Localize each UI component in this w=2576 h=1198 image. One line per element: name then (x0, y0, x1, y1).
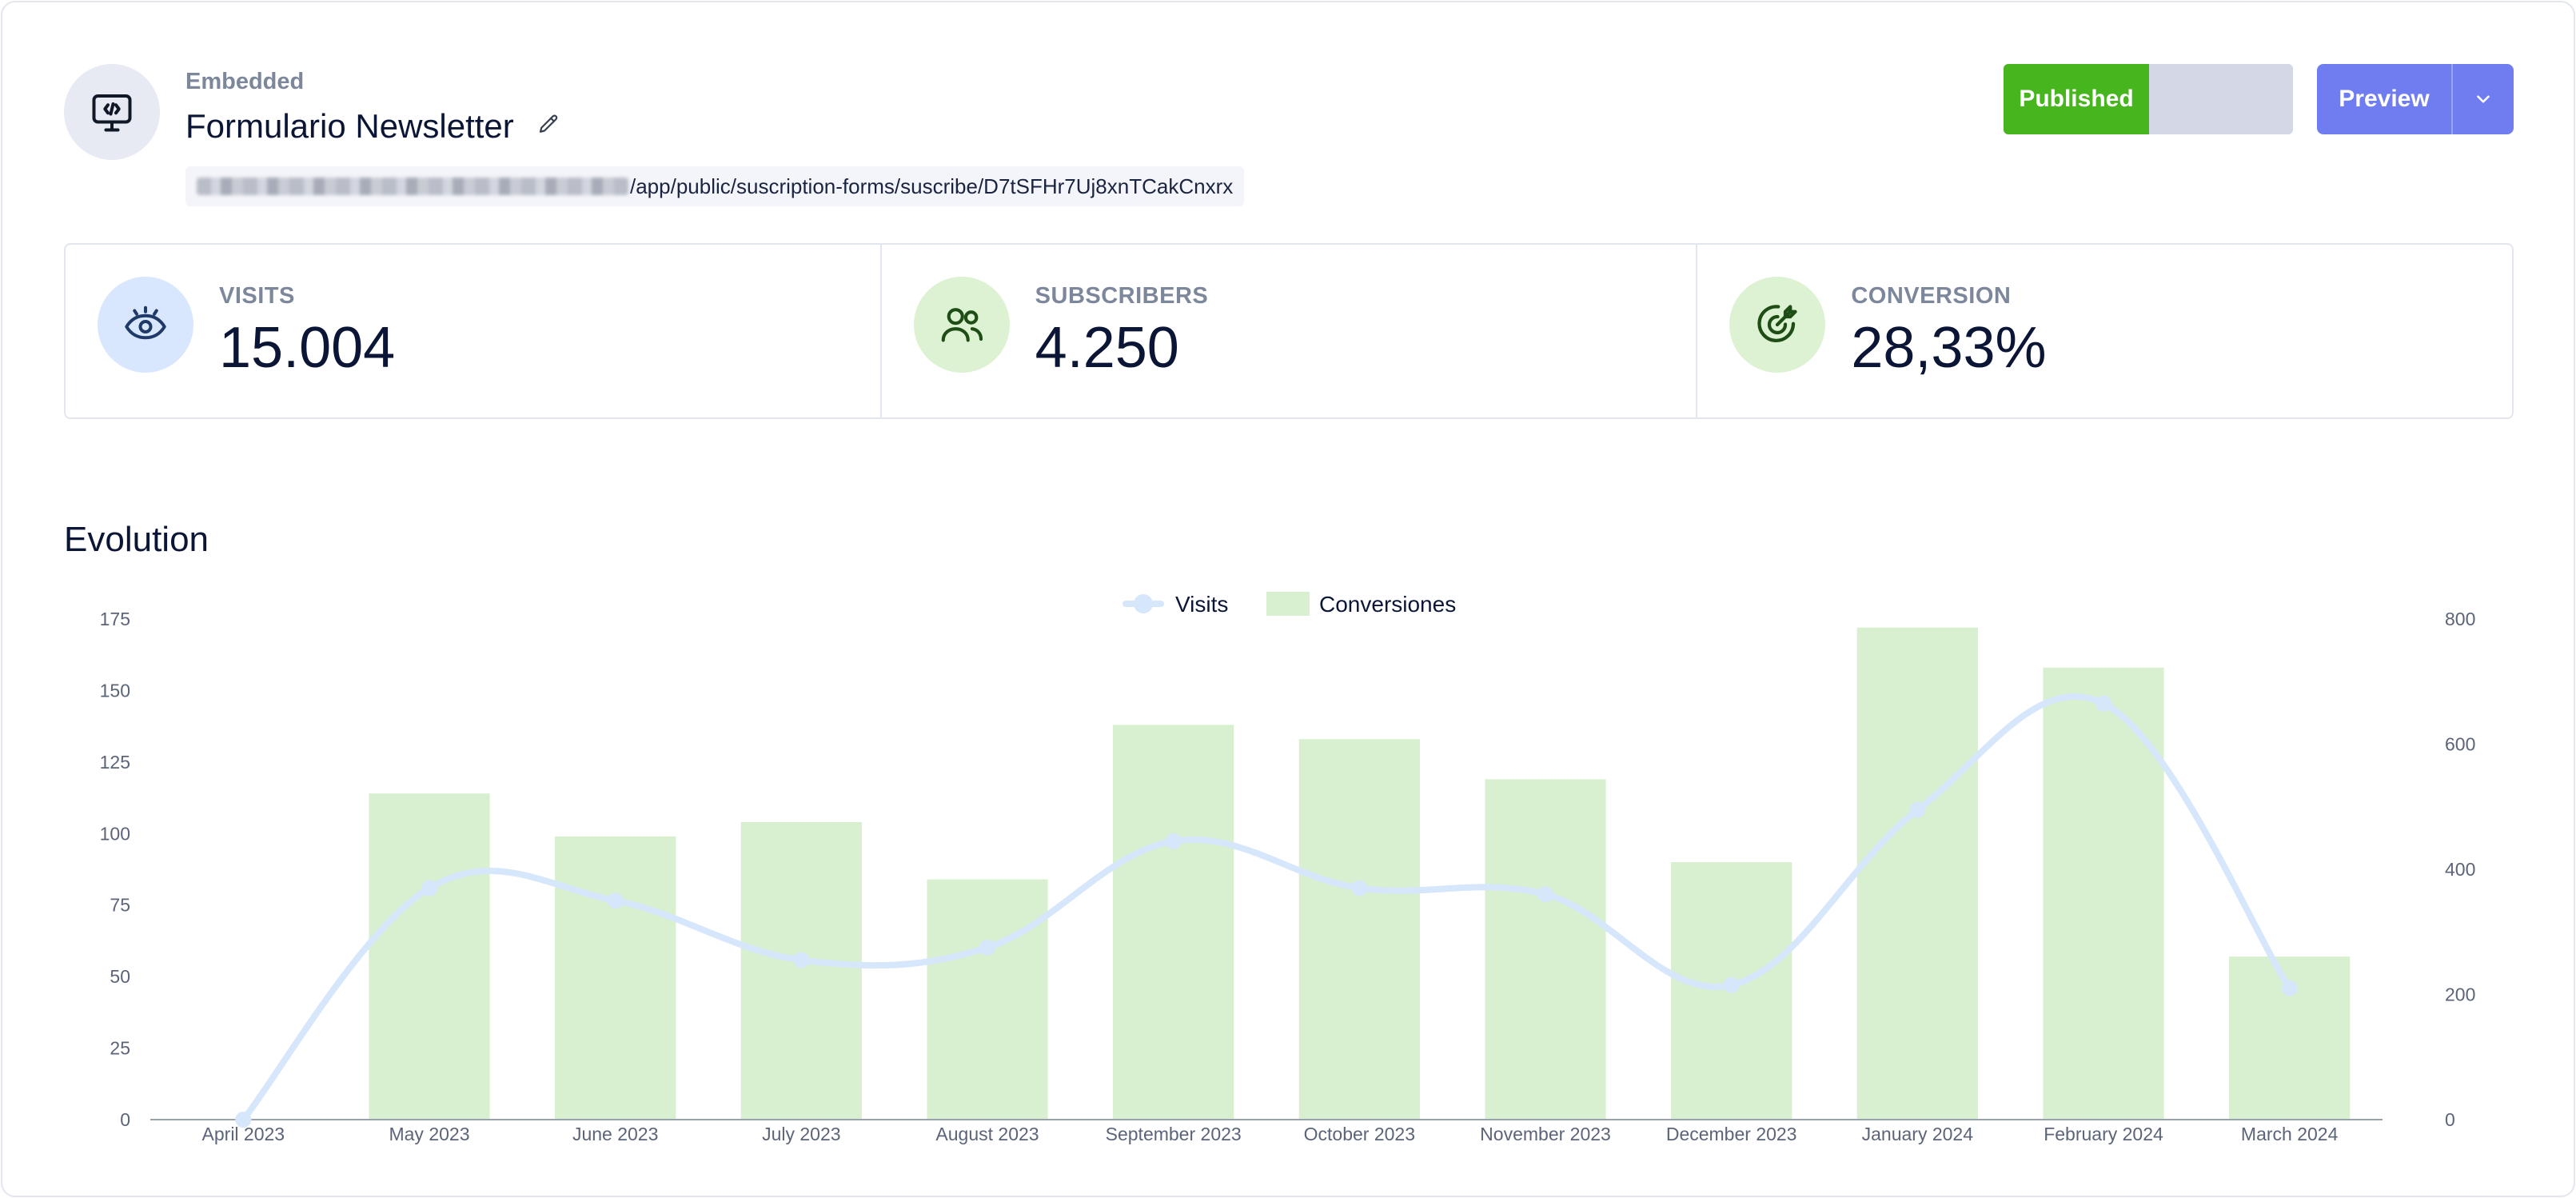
edit-pencil-icon[interactable] (536, 113, 564, 140)
visits-point-september-2023 (1165, 833, 1182, 849)
x-tick-label: May 2023 (389, 1124, 469, 1144)
bar-february-2024 (2043, 667, 2164, 1120)
stat-label: VISITS (219, 283, 295, 309)
y-left-tick-label: 175 (100, 609, 130, 629)
x-tick-label: January 2024 (1862, 1124, 1974, 1144)
published-label: Published (2004, 64, 2149, 134)
x-tick-label: November 2023 (1480, 1124, 1611, 1144)
eye-icon (98, 277, 193, 373)
visits-point-august-2023 (979, 939, 995, 956)
bar-july-2023 (740, 821, 862, 1120)
visits-point-january-2024 (1909, 801, 1926, 818)
legend-visits-label: Visits (1175, 592, 1228, 617)
y-right-tick-label: 600 (2445, 734, 2475, 755)
x-tick-label: September 2023 (1106, 1124, 1242, 1144)
stat-label: SUBSCRIBERS (1035, 283, 1209, 309)
y-left-tick-label: 125 (100, 752, 130, 773)
chevron-down-icon (2477, 95, 2490, 103)
bar-june-2023 (555, 836, 676, 1120)
y-left-tick-label: 150 (100, 680, 130, 701)
y-right-tick-label: 400 (2445, 859, 2475, 880)
visits-point-february-2024 (2095, 695, 2111, 712)
preview-button[interactable]: Preview (2339, 86, 2430, 112)
visits-point-july-2023 (793, 952, 810, 968)
preview-split-button: Preview (2317, 64, 2514, 134)
visits-point-may-2023 (421, 880, 437, 897)
visits-point-june-2023 (607, 893, 624, 909)
stat-value: 28,33% (1851, 316, 2047, 380)
bar-may-2023 (369, 793, 490, 1120)
visits-point-april-2023 (235, 1112, 252, 1128)
bar-january-2024 (1856, 627, 1978, 1120)
x-tick-label: October 2023 (1304, 1124, 1415, 1144)
visits-point-december-2023 (1723, 976, 1740, 993)
bar-november-2023 (1485, 779, 1606, 1120)
published-toggle[interactable]: Published (2004, 64, 2293, 134)
users-icon (913, 277, 1010, 373)
x-tick-label: June 2023 (572, 1124, 658, 1144)
y-left-tick-label: 50 (110, 966, 130, 987)
bar-october-2023 (1298, 739, 1420, 1120)
visits-line (240, 693, 2293, 1123)
preview-dropdown-button[interactable] (2453, 64, 2514, 134)
stat-value: 4.250 (1035, 316, 1179, 380)
form-url[interactable]: /app/public/suscription-forms/suscribe/D… (185, 166, 1245, 206)
stat-visits: VISITS 15.004 (66, 245, 882, 417)
visits-point-october-2023 (1351, 880, 1368, 897)
form-title-text: Formulario Newsletter (185, 107, 514, 145)
y-left-tick-label: 100 (100, 823, 130, 844)
form-type-label: Embedded (185, 69, 305, 94)
y-left-tick-label: 25 (110, 1038, 130, 1059)
section-title: Evolution (64, 520, 209, 559)
stat-subscribers: SUBSCRIBERS 4.250 (882, 245, 1698, 417)
x-tick-label: February 2024 (2044, 1124, 2163, 1144)
form-url-path: /app/public/suscription-forms/suscribe/D… (630, 174, 1234, 198)
visits-point-march-2024 (2281, 980, 2298, 996)
stats-panel: VISITS 15.004 SUBSCRIBERS 4.250 CONVERSI… (64, 243, 2514, 419)
preview-divider (2451, 64, 2453, 134)
y-left-tick-label: 75 (110, 895, 130, 916)
stat-conversion: CONVERSION 28,33% (1697, 245, 2512, 417)
y-right-tick-label: 0 (2445, 1109, 2455, 1130)
stat-value: 15.004 (219, 316, 396, 380)
blurred-domain (197, 178, 628, 195)
stat-label: CONVERSION (1851, 283, 2012, 309)
x-tick-label: March 2024 (2241, 1124, 2339, 1144)
legend-visits-swatch-dot (1134, 594, 1153, 613)
y-right-tick-label: 800 (2445, 609, 2475, 629)
y-right-tick-label: 200 (2445, 984, 2475, 1005)
x-tick-label: December 2023 (1666, 1124, 1797, 1144)
x-tick-label: April 2023 (202, 1124, 285, 1144)
embed-form-icon (64, 64, 160, 160)
target-icon (1729, 277, 1826, 373)
visits-point-november-2023 (1537, 886, 1553, 903)
form-title: Formulario Newsletter (185, 107, 564, 146)
legend-conversiones-label: Conversiones (1319, 592, 1456, 617)
legend-conversiones-swatch (1266, 592, 1310, 616)
bar-september-2023 (1113, 725, 1234, 1120)
bar-august-2023 (927, 879, 1048, 1120)
y-left-tick-label: 0 (120, 1109, 130, 1130)
x-tick-label: August 2023 (935, 1124, 1039, 1144)
x-tick-label: July 2023 (762, 1124, 840, 1144)
